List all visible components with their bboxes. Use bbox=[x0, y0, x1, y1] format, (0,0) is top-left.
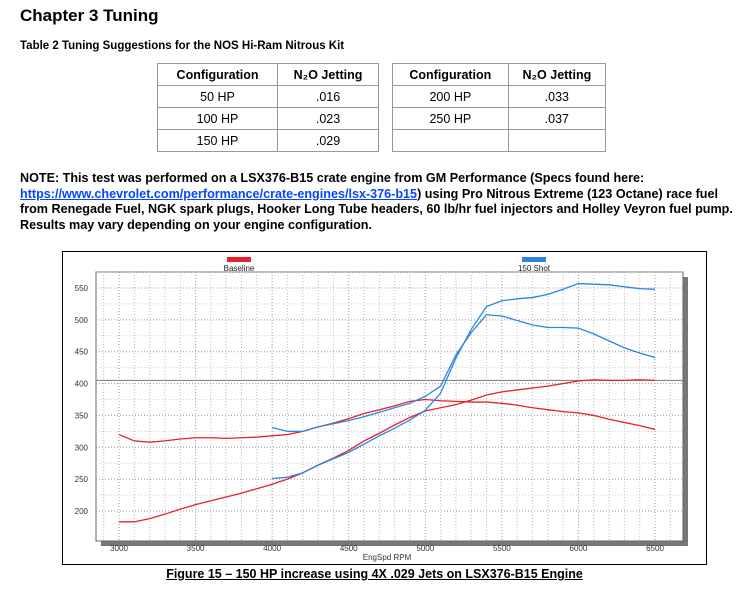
legend-label: Baseline bbox=[224, 264, 255, 273]
table-row: 250 HP .037 bbox=[392, 107, 607, 130]
test-note: NOTE: This test was performed on a LSX37… bbox=[20, 171, 740, 233]
x-tick-label: 6000 bbox=[570, 544, 588, 553]
cell: 250 HP bbox=[392, 107, 509, 130]
legend-swatch bbox=[522, 257, 546, 262]
jetting-table-right: Configuration N₂O Jetting 200 HP .033 250 … bbox=[392, 63, 607, 152]
series-line-baseline-torque bbox=[118, 398, 656, 443]
jetting-table-left: Configuration N₂O Jetting 50 HP .016 100 H… bbox=[156, 63, 379, 152]
dyno-chart: 3000 3500 4000 4500 5000 5500 6000 6500 200 250 30… bbox=[75, 257, 688, 562]
x-tick-label: 5000 bbox=[416, 544, 434, 553]
col-header: N₂O Jetting bbox=[277, 63, 379, 86]
x-axis-label: EngSpd RPM bbox=[363, 553, 412, 562]
legend-swatch bbox=[227, 257, 251, 262]
y-tick-label: 250 bbox=[75, 475, 89, 484]
cell: 150 HP bbox=[156, 129, 279, 152]
y-tick-label: 500 bbox=[75, 316, 89, 325]
cell: 50 HP bbox=[156, 85, 279, 108]
x-tick-label: 4500 bbox=[340, 544, 358, 553]
col-header: Configuration bbox=[392, 63, 509, 86]
table-row: 200 HP .033 bbox=[392, 85, 607, 108]
table-row bbox=[392, 129, 607, 152]
x-tick-label: 4000 bbox=[263, 544, 281, 553]
figure-frame bbox=[62, 251, 707, 565]
cell: 100 HP bbox=[156, 107, 279, 130]
cell bbox=[392, 129, 509, 152]
y-tick-label: 550 bbox=[75, 284, 89, 293]
legend-label: 150 Shot bbox=[518, 264, 551, 273]
table-caption: Table 2 Tuning Suggestions for the NOS H… bbox=[20, 40, 345, 52]
x-tick-label: 5500 bbox=[493, 544, 511, 553]
table-row: 50 HP .016 bbox=[156, 85, 379, 108]
note-text: NOTE: This test was performed on a LSX37… bbox=[20, 171, 645, 185]
x-tick-label: 3000 bbox=[110, 544, 128, 553]
table-row: 150 HP .029 bbox=[156, 129, 379, 152]
cell: .029 bbox=[277, 129, 379, 152]
y-tick-label: 450 bbox=[75, 348, 89, 357]
chapter-heading: Chapter 3 Tuning bbox=[20, 6, 159, 25]
cell: .033 bbox=[507, 85, 607, 108]
cell: .037 bbox=[507, 107, 607, 130]
cell bbox=[507, 129, 607, 152]
series-line-baseline-hp bbox=[119, 379, 656, 523]
cell: .016 bbox=[277, 85, 379, 108]
cell: 200 HP bbox=[392, 85, 509, 108]
y-tick-label: 300 bbox=[75, 443, 89, 452]
cell: .023 bbox=[277, 107, 379, 130]
table-row: 100 HP .023 bbox=[156, 107, 379, 130]
series-line-150-shot-torque bbox=[271, 314, 656, 433]
note-text: ) using Pro Nitrous Extreme (123 Octane)… bbox=[20, 186, 733, 232]
x-tick-label: 3500 bbox=[187, 544, 205, 553]
y-tick-label: 350 bbox=[75, 411, 89, 420]
col-header: Configuration bbox=[156, 63, 279, 86]
x-tick-label: 6500 bbox=[646, 544, 664, 553]
y-tick-label: 200 bbox=[75, 507, 89, 516]
y-tick-label: 400 bbox=[75, 380, 89, 389]
col-header: N₂O Jetting bbox=[507, 63, 607, 86]
figure-caption: Figure 15 – 150 HP increase using 4X .02… bbox=[166, 567, 583, 581]
specs-link[interactable]: https://www.chevrolet.com/performance/cr… bbox=[20, 186, 418, 201]
